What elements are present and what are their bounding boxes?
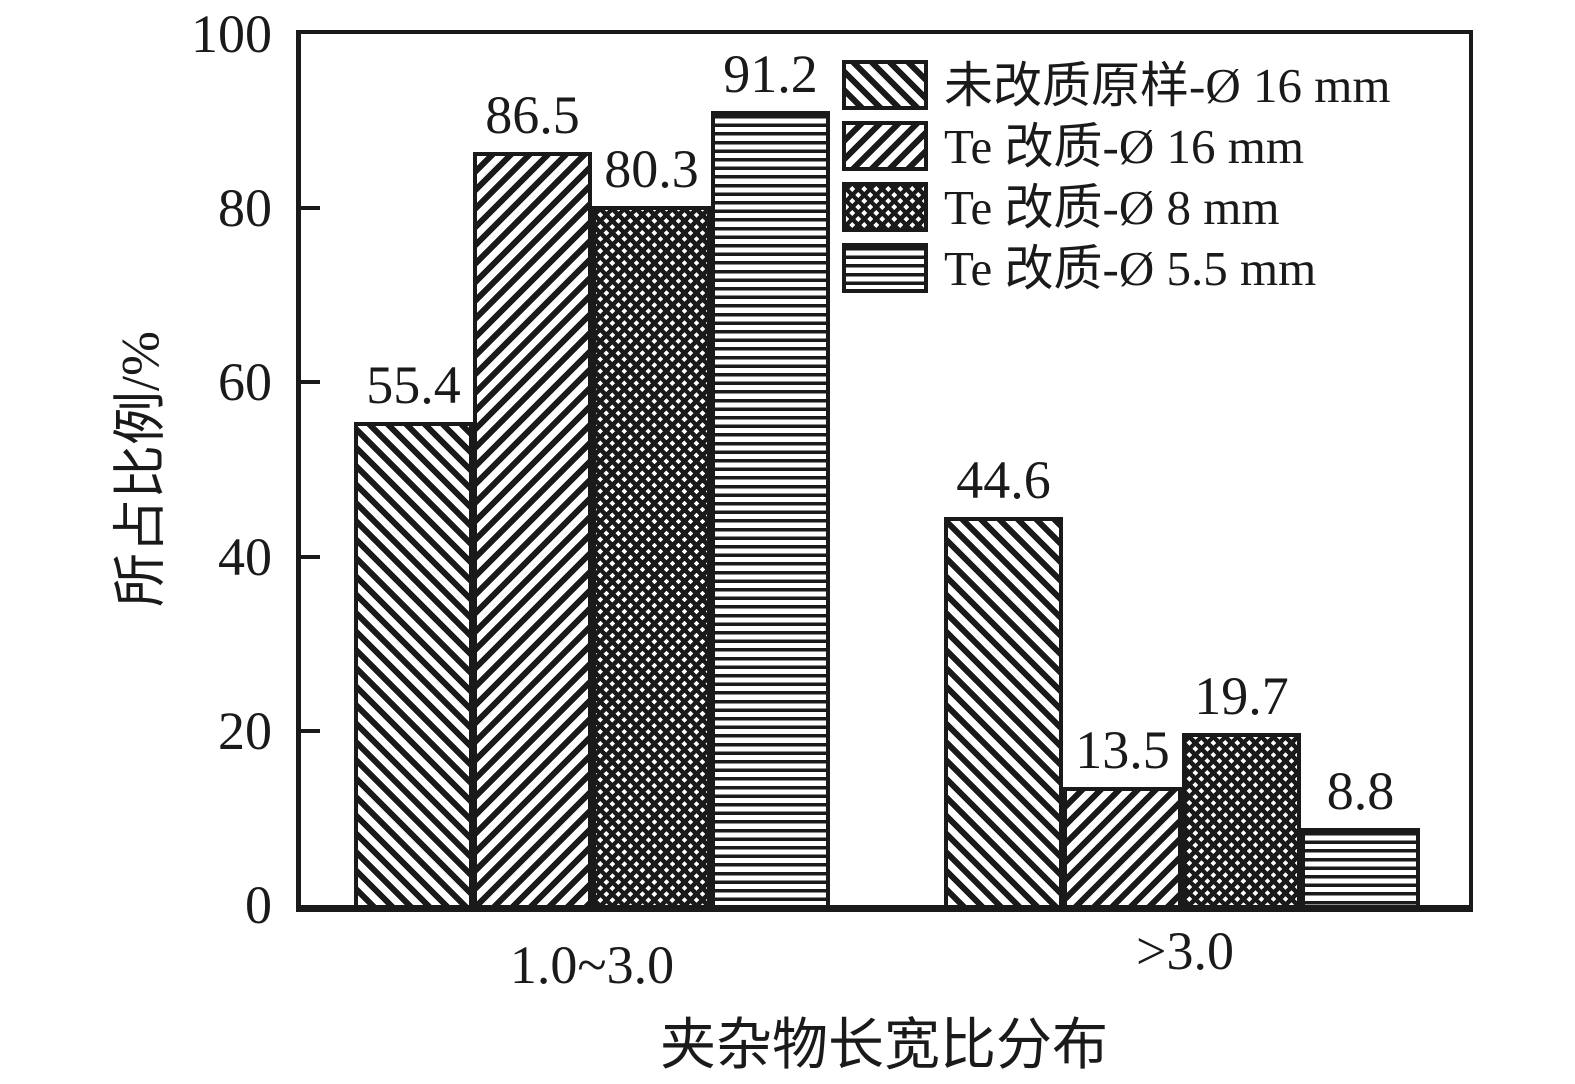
legend-item-series3: Te 改质-Ø 8 mm xyxy=(842,182,1390,232)
legend-label-series2: Te 改质-Ø 16 mm xyxy=(944,118,1304,174)
bar-series2-category1 xyxy=(473,152,592,905)
bar-series1-category1 xyxy=(354,422,473,905)
bar-value-label: 86.5 xyxy=(485,85,580,145)
bar-series2-category2 xyxy=(1063,787,1182,905)
bar-value-label: 13.5 xyxy=(1075,720,1170,780)
y-axis-tick xyxy=(301,729,320,733)
bar-value-label: 19.7 xyxy=(1194,666,1289,726)
plot-area: 55.4 44.6 86.5 13.5 80.3 19.7 91.2 8.8 xyxy=(296,30,1473,912)
legend-item-series1: 未改质原样-Ø 16 mm xyxy=(842,60,1390,110)
bar-value-label: 44.6 xyxy=(956,450,1051,510)
legend-item-series4: Te 改质-Ø 5.5 mm xyxy=(842,243,1390,293)
legend-item-series2: Te 改质-Ø 16 mm xyxy=(842,121,1390,171)
y-axis-tick-label: 20 xyxy=(218,701,272,761)
bar-series4-category2 xyxy=(1301,828,1420,905)
bar-value-label: 8.8 xyxy=(1326,761,1395,821)
y-axis-tick-labels: 0 20 40 60 80 100 xyxy=(0,7,272,932)
y-axis-tick xyxy=(301,206,320,210)
category-label-1: 1.0~3.0 xyxy=(509,935,675,995)
y-axis-tick-label: 0 xyxy=(245,875,272,935)
y-axis-tick-label: 60 xyxy=(218,352,272,412)
y-axis-tick xyxy=(301,555,320,559)
bar-value-label: 91.2 xyxy=(723,44,818,104)
y-axis-tick-label: 100 xyxy=(191,4,272,64)
legend-label-series1: 未改质原样-Ø 16 mm xyxy=(944,57,1391,113)
legend-swatch-crosshatch xyxy=(842,182,928,232)
legend-swatch-diagonal-forward xyxy=(842,60,928,110)
bar-series3-category2 xyxy=(1182,733,1301,905)
x-axis-title: 夹杂物长宽比分布 xyxy=(660,1015,1108,1077)
y-axis-tick-label: 80 xyxy=(218,178,272,238)
bar-series3-category1 xyxy=(592,206,711,905)
legend-label-series4: Te 改质-Ø 5.5 mm xyxy=(944,240,1317,296)
legend-label-series3: Te 改质-Ø 8 mm xyxy=(944,179,1280,235)
legend-swatch-diagonal-backward xyxy=(842,121,928,171)
legend-swatch-horizontal-lines xyxy=(842,243,928,293)
category-label-2: >3.0 xyxy=(1136,921,1234,981)
bar-series1-category2 xyxy=(944,517,1063,905)
bar-series4-category1 xyxy=(711,111,830,905)
legend: 未改质原样-Ø 16 mm Te 改质-Ø 16 mm Te 改质-Ø 8 mm… xyxy=(842,60,1390,304)
bar-value-label: 55.4 xyxy=(366,355,461,415)
y-axis-tick-label: 40 xyxy=(218,527,272,587)
y-axis-tick xyxy=(301,380,320,384)
bar-value-label: 80.3 xyxy=(604,139,699,199)
